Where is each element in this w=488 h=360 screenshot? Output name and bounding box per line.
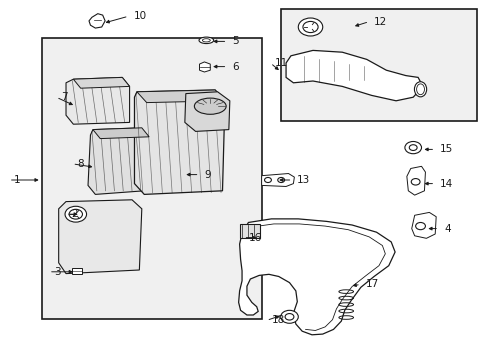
Circle shape (285, 314, 293, 320)
Text: 16: 16 (248, 233, 261, 243)
Text: 3: 3 (54, 267, 61, 277)
Polygon shape (199, 62, 210, 72)
Ellipse shape (202, 39, 210, 42)
Bar (281, 9, 476, 121)
Polygon shape (285, 50, 422, 101)
Circle shape (65, 206, 86, 222)
Polygon shape (411, 212, 435, 238)
Text: 11: 11 (275, 58, 288, 68)
Ellipse shape (199, 37, 213, 44)
Bar (239, 224, 260, 238)
Text: 10: 10 (133, 11, 146, 21)
Polygon shape (88, 128, 149, 194)
Text: 18: 18 (271, 315, 284, 325)
Polygon shape (66, 77, 129, 124)
Polygon shape (134, 90, 224, 194)
Circle shape (264, 177, 271, 183)
Circle shape (280, 310, 298, 323)
Ellipse shape (416, 84, 424, 95)
Polygon shape (137, 90, 224, 103)
Circle shape (410, 179, 419, 185)
Text: 15: 15 (439, 144, 452, 154)
Circle shape (277, 177, 284, 183)
Text: 7: 7 (61, 92, 68, 102)
Polygon shape (238, 219, 394, 335)
Text: 12: 12 (373, 17, 386, 27)
Text: 9: 9 (204, 170, 211, 180)
Polygon shape (184, 92, 229, 131)
Text: 2: 2 (71, 209, 78, 219)
Ellipse shape (414, 82, 426, 97)
Polygon shape (89, 14, 105, 28)
Text: 17: 17 (365, 279, 378, 289)
Polygon shape (261, 174, 294, 186)
Text: 4: 4 (443, 224, 450, 234)
Polygon shape (93, 128, 149, 139)
Bar (41, 38, 261, 319)
Circle shape (415, 222, 425, 230)
Bar (72, 268, 82, 274)
Text: 8: 8 (77, 159, 84, 169)
Circle shape (404, 141, 421, 154)
Text: 5: 5 (232, 36, 239, 46)
Text: 1: 1 (14, 175, 20, 185)
Text: 13: 13 (297, 175, 310, 185)
Polygon shape (73, 77, 129, 88)
Circle shape (408, 145, 416, 150)
Text: 6: 6 (232, 62, 239, 72)
Circle shape (303, 22, 318, 32)
Polygon shape (406, 166, 425, 195)
Polygon shape (59, 200, 142, 274)
Text: 14: 14 (439, 179, 452, 189)
Circle shape (69, 209, 82, 219)
Ellipse shape (194, 98, 225, 114)
Circle shape (298, 18, 322, 36)
